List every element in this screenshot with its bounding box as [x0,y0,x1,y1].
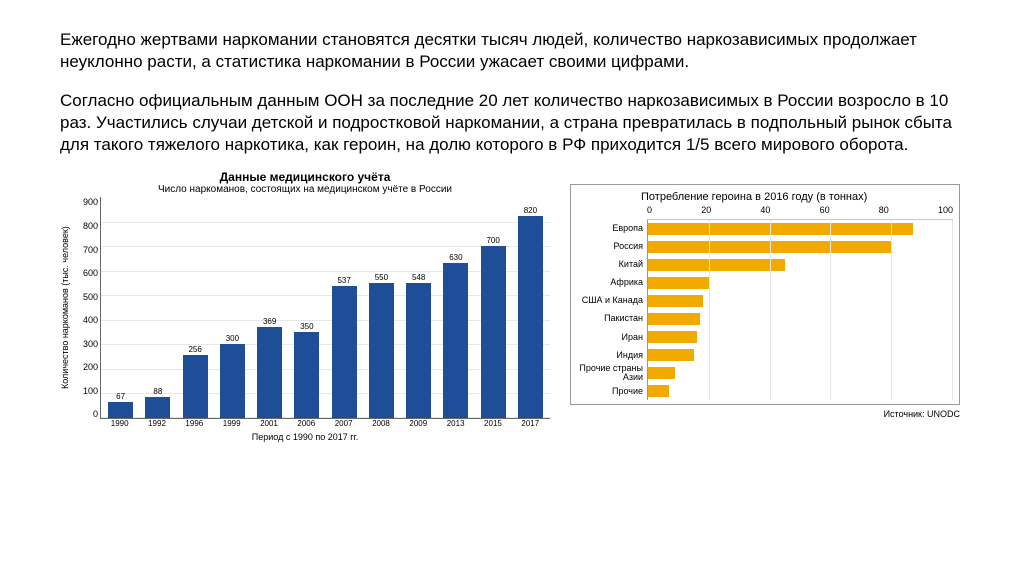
xtick-label: 2009 [403,419,434,428]
chart-medical-records: Данные медицинского учёта Число наркоман… [60,170,550,442]
bar: 548 [403,273,434,418]
bar-rect [443,263,468,418]
hbar-rect [648,223,913,235]
category-label: Иран [577,328,647,346]
chart-right-categories: ЕвропаРоссияКитайАфрикаСША и КанадаПакис… [577,219,647,400]
hbar-row [648,292,953,310]
chart-left-yticks: 9008007006005004003002001000 [74,197,100,419]
bar-rect [294,332,319,418]
xtick-label: 2008 [365,419,396,428]
xtick-label: 1996 [179,419,210,428]
bar-value-label: 256 [188,345,201,354]
bar: 537 [329,276,360,418]
bar-rect [332,286,357,418]
chart-left-xlabel: Период с 1990 по 2017 гг. [60,432,550,442]
bar: 88 [142,387,173,419]
charts-container: Данные медицинского учёта Число наркоман… [60,170,964,442]
category-label: Россия [577,238,647,256]
bar-value-label: 550 [375,273,388,282]
bar-rect [183,355,208,418]
xtick-label: 2013 [440,419,471,428]
bar-rect [220,344,245,418]
bar: 350 [291,322,322,418]
bar-rect [481,246,506,419]
bar-value-label: 630 [449,253,462,262]
bar: 256 [180,345,211,418]
chart-right-source: Источник: UNODC [570,409,960,419]
hbar-row [648,238,953,256]
category-label: Индия [577,346,647,364]
bar: 630 [440,253,471,418]
chart-left-plot: 67 88 256 300 369 350 537 550 548 630 700 820 [100,197,550,419]
xtick-label: 1992 [141,419,172,428]
xtick-label: 1999 [216,419,247,428]
category-label: Пакистан [577,310,647,328]
category-label: Африка [577,274,647,292]
bar-value-label: 88 [153,387,162,396]
paragraph-1: Ежегодно жертвами наркомании становятся … [60,29,964,73]
bar: 550 [366,273,397,419]
bar: 300 [217,334,248,418]
bar: 820 [515,206,546,418]
hbar-rect [648,367,675,379]
bar-value-label: 350 [300,322,313,331]
xtick-label: 2007 [328,419,359,428]
category-label: Прочие [577,382,647,400]
hbar-rect [648,313,700,325]
category-label: Прочие страны Азии [577,364,647,382]
chart-left-xticks: 1990 1992 1996 1999 2001 2006 2007 2008 2009 2013… [100,419,550,428]
bar-value-label: 820 [524,206,537,215]
hbar-rect [648,241,892,253]
chart-heroin-consumption: Потребление героина в 2016 году (в тонна… [570,184,960,442]
bar-rect [108,402,133,419]
bar: 700 [478,236,509,419]
hbar-row [648,256,953,274]
bar-value-label: 548 [412,273,425,282]
bar-value-label: 67 [116,392,125,401]
hbar-rect [648,259,785,271]
bar-rect [518,216,543,418]
hbar-rect [648,277,709,289]
chart-right-xticks: 020406080100 [647,205,953,217]
hbar-row [648,310,953,328]
bar-value-label: 300 [226,334,239,343]
bar: 369 [254,317,285,418]
bar-value-label: 537 [337,276,350,285]
hbar-rect [648,385,669,397]
hbar-rect [648,331,697,343]
xtick-label: 2015 [477,419,508,428]
chart-left-title: Данные медицинского учёта [60,170,550,184]
hbar-rect [648,349,694,361]
xtick-label: 2017 [515,419,546,428]
hbar-row [648,382,953,400]
chart-right-title: Потребление героина в 2016 году (в тонна… [577,191,953,203]
xtick-label: 1990 [104,419,135,428]
chart-left-ylabel: Количество наркоманов (тыс. человек) [60,197,74,419]
category-label: США и Канада [577,292,647,310]
hbar-row [648,346,953,364]
bar-value-label: 700 [486,236,499,245]
bar-rect [257,327,282,418]
bar-rect [145,397,170,419]
hbar-row [648,220,953,238]
paragraph-2: Согласно официальным данным ООН за после… [60,90,964,156]
xtick-label: 2001 [253,419,284,428]
hbar-row [648,328,953,346]
hbar-row [648,274,953,292]
bar: 67 [105,392,136,419]
hbar-rect [648,295,703,307]
category-label: Европа [577,220,647,238]
chart-right-plot [647,219,953,400]
category-label: Китай [577,256,647,274]
bar-value-label: 369 [263,317,276,326]
bar-rect [406,283,431,418]
hbar-row [648,364,953,382]
xtick-label: 2006 [291,419,322,428]
bar-rect [369,283,394,419]
chart-left-subtitle: Число наркоманов, состоящих на медицинск… [60,184,550,195]
